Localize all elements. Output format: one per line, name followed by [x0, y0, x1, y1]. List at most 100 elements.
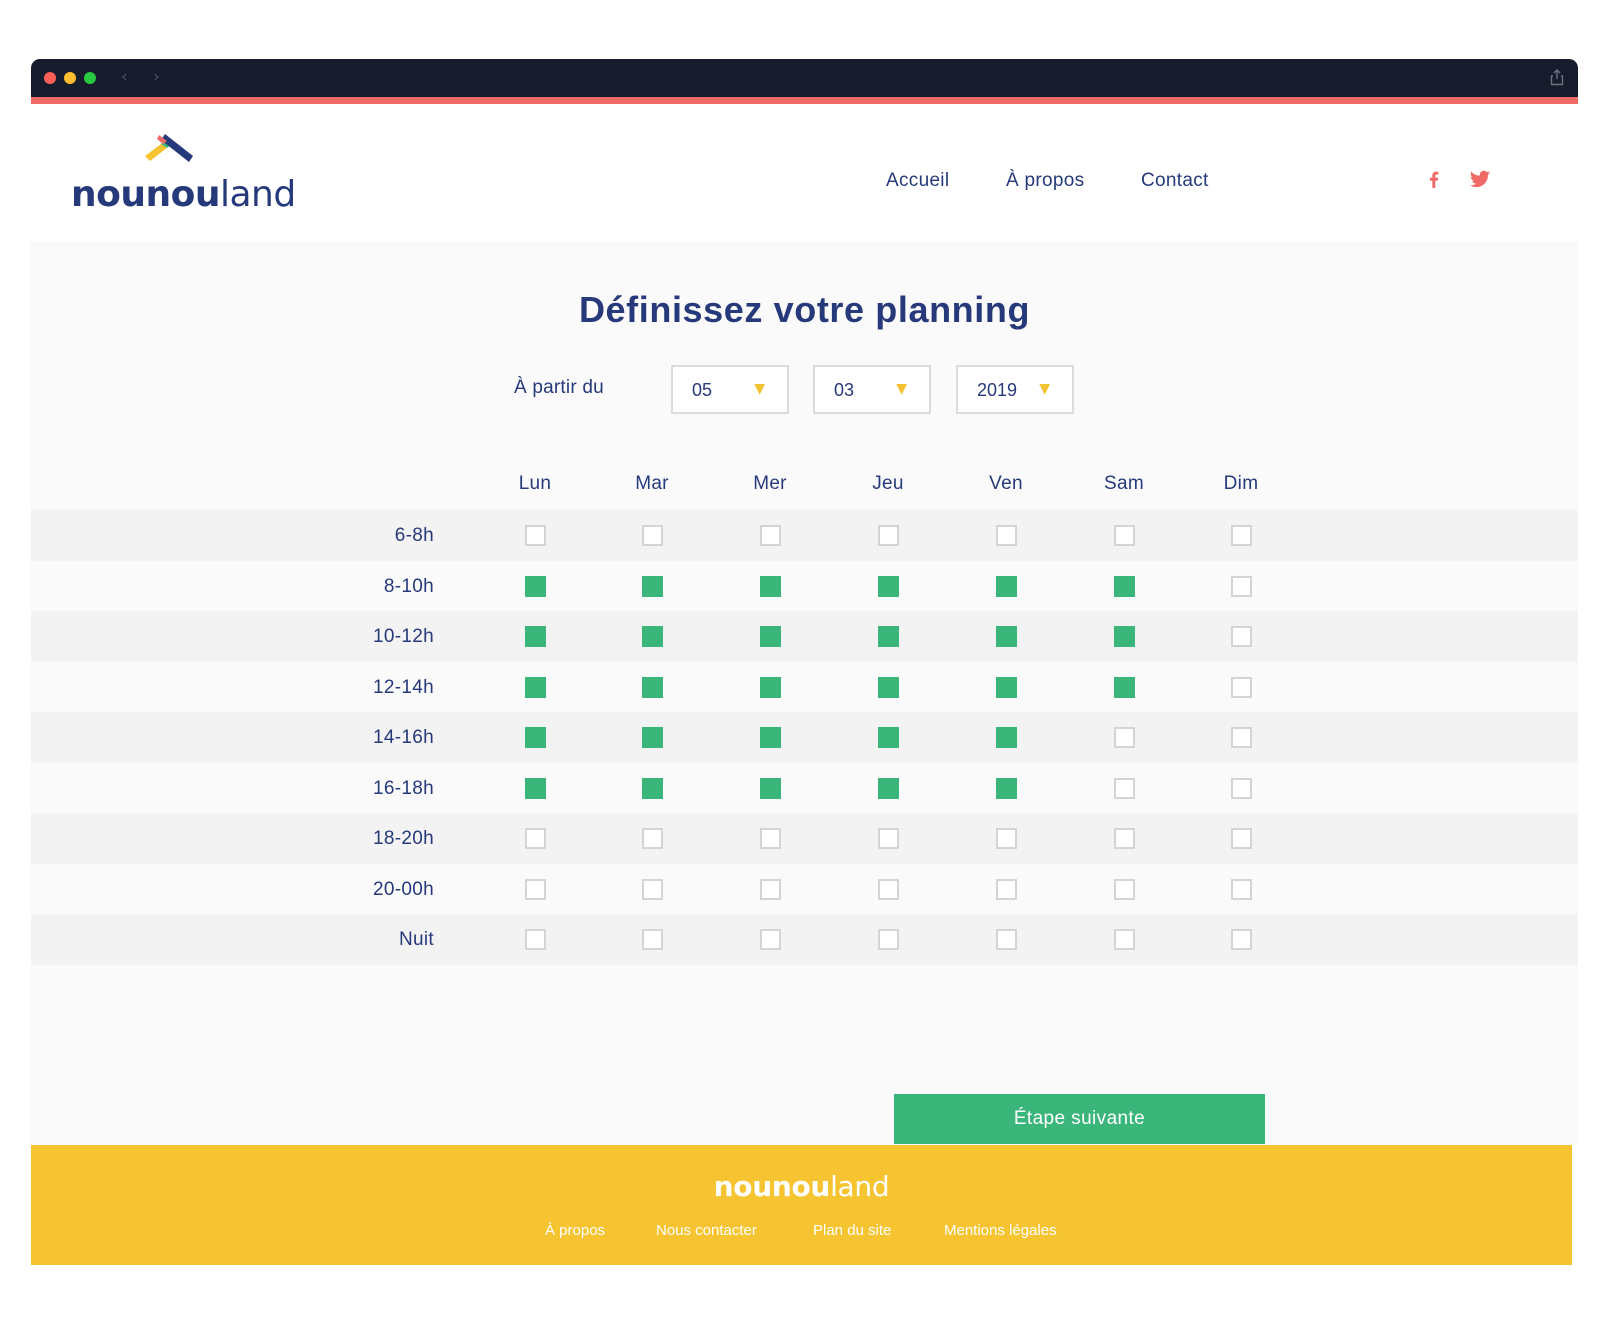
time-slot-label: 14-16h [373, 727, 434, 748]
slot-checkbox-jeu[interactable] [878, 777, 899, 799]
browser-window: ‹ › nounouland Accueil À propos Contact [31, 59, 1578, 1266]
slot-checkbox-mer[interactable] [760, 525, 781, 546]
slot-checkbox-lun[interactable] [525, 878, 546, 900]
slot-checkbox-dim[interactable] [1231, 878, 1252, 900]
slot-checkbox-dim[interactable] [1231, 575, 1252, 597]
slot-checkbox-mar[interactable] [642, 676, 663, 698]
slot-checkbox-mer[interactable] [760, 626, 781, 647]
slot-checkbox-sam[interactable] [1114, 727, 1135, 748]
slot-checkbox-ven[interactable] [996, 575, 1017, 597]
slot-checkbox-jeu[interactable] [878, 676, 899, 698]
footer-link-a-propos[interactable]: À propos [545, 1222, 606, 1239]
slot-checkbox-ven[interactable] [996, 626, 1017, 647]
slot-checkbox-dim[interactable] [1231, 929, 1252, 950]
caret-down-icon: ▼ [1039, 381, 1050, 397]
nav-link-a-propos[interactable]: À propos [1006, 170, 1085, 191]
day-header-jeu: Jeu [872, 473, 904, 494]
slot-checkbox-lun[interactable] [525, 929, 546, 950]
slot-checkbox-ven[interactable] [996, 525, 1017, 546]
slot-checkbox-mar[interactable] [642, 878, 663, 900]
minimize-window-button[interactable] [64, 72, 76, 84]
slot-checkbox-mar[interactable] [642, 525, 663, 546]
slot-checkbox-mar[interactable] [642, 727, 663, 748]
slot-checkbox-ven[interactable] [996, 828, 1017, 849]
slot-checkbox-dim[interactable] [1231, 777, 1252, 799]
slot-checkbox-mar[interactable] [642, 828, 663, 849]
slot-checkbox-sam[interactable] [1114, 525, 1135, 546]
slot-checkbox-sam[interactable] [1114, 828, 1135, 849]
slot-checkbox-ven[interactable] [996, 676, 1017, 698]
site-logo[interactable]: nounouland [71, 134, 296, 215]
twitter-icon[interactable] [1469, 168, 1491, 190]
slot-checkbox-ven[interactable] [996, 929, 1017, 950]
nav-link-contact[interactable]: Contact [1141, 170, 1209, 191]
footer-link-mentions-legales[interactable]: Mentions légales [944, 1222, 1057, 1239]
footer-logo[interactable]: nounouland [713, 1170, 890, 1203]
slot-checkbox-jeu[interactable] [878, 929, 899, 950]
slot-checkbox-dim[interactable] [1231, 727, 1252, 748]
slot-checkbox-sam[interactable] [1114, 676, 1135, 698]
slot-checkbox-jeu[interactable] [878, 878, 899, 900]
year-select[interactable]: 2019 ▼ [956, 365, 1074, 414]
slot-checkbox-dim[interactable] [1231, 676, 1252, 698]
slot-checkbox-lun[interactable] [525, 676, 546, 698]
logo-wordmark: nounouland [71, 174, 296, 215]
slot-checkbox-mer[interactable] [760, 777, 781, 799]
slot-checkbox-jeu[interactable] [878, 727, 899, 748]
slot-checkbox-jeu[interactable] [878, 828, 899, 849]
day-select[interactable]: 05 ▼ [671, 365, 789, 414]
slot-checkbox-mer[interactable] [760, 828, 781, 849]
slot-checkbox-jeu[interactable] [878, 525, 899, 546]
slot-checkbox-dim[interactable] [1231, 828, 1252, 849]
slot-checkbox-sam[interactable] [1114, 929, 1135, 950]
slot-checkbox-mer[interactable] [760, 929, 781, 950]
slot-checkbox-mar[interactable] [642, 626, 663, 647]
chevron-left-icon[interactable]: ‹ [121, 67, 128, 87]
time-slot-label: 12-14h [373, 676, 434, 698]
chevron-right-icon[interactable]: › [153, 67, 160, 87]
schedule-row: 18-20h [31, 813, 1578, 864]
slot-checkbox-jeu[interactable] [878, 575, 899, 597]
slot-checkbox-lun[interactable] [525, 727, 546, 748]
logo-mark-icon [145, 134, 193, 162]
slot-checkbox-lun[interactable] [525, 828, 546, 849]
slot-checkbox-lun[interactable] [525, 777, 546, 799]
caret-down-icon: ▼ [754, 381, 765, 397]
slot-checkbox-ven[interactable] [996, 878, 1017, 900]
close-window-button[interactable] [44, 72, 56, 84]
site-header: nounouland Accueil À propos Contact [31, 104, 1578, 241]
next-step-button[interactable]: Étape suivante [894, 1094, 1265, 1144]
slot-checkbox-mer[interactable] [760, 878, 781, 900]
slot-checkbox-dim[interactable] [1231, 626, 1252, 647]
schedule-row: 6-8h [31, 510, 1578, 561]
slot-checkbox-mer[interactable] [760, 727, 781, 748]
slot-checkbox-mer[interactable] [760, 575, 781, 597]
slot-checkbox-jeu[interactable] [878, 626, 899, 647]
slot-checkbox-sam[interactable] [1114, 575, 1135, 597]
slot-checkbox-sam[interactable] [1114, 777, 1135, 799]
slot-checkbox-sam[interactable] [1114, 878, 1135, 900]
schedule-row: 14-16h [31, 712, 1578, 763]
slot-checkbox-lun[interactable] [525, 626, 546, 647]
month-select-value: 03 [834, 380, 855, 400]
slot-checkbox-mer[interactable] [760, 676, 781, 698]
slot-checkbox-ven[interactable] [996, 727, 1017, 748]
slot-checkbox-lun[interactable] [525, 525, 546, 546]
nav-link-accueil[interactable]: Accueil [886, 170, 950, 191]
day-header-mer: Mer [753, 473, 787, 494]
slot-checkbox-mar[interactable] [642, 777, 663, 799]
footer-link-nous-contacter[interactable]: Nous contacter [656, 1222, 757, 1239]
month-select[interactable]: 03 ▼ [813, 365, 931, 414]
maximize-window-button[interactable] [84, 72, 96, 84]
slot-checkbox-dim[interactable] [1231, 525, 1252, 546]
slot-checkbox-mar[interactable] [642, 575, 663, 597]
slot-checkbox-ven[interactable] [996, 777, 1017, 799]
slot-checkbox-mar[interactable] [642, 929, 663, 950]
schedule-row: 20-00h [31, 864, 1578, 915]
slot-checkbox-sam[interactable] [1114, 626, 1135, 647]
footer-link-plan-du-site[interactable]: Plan du site [813, 1222, 892, 1239]
slot-checkbox-lun[interactable] [525, 575, 546, 597]
day-header-sam: Sam [1104, 473, 1144, 494]
share-icon[interactable] [1550, 69, 1564, 86]
facebook-icon[interactable] [1423, 168, 1445, 190]
